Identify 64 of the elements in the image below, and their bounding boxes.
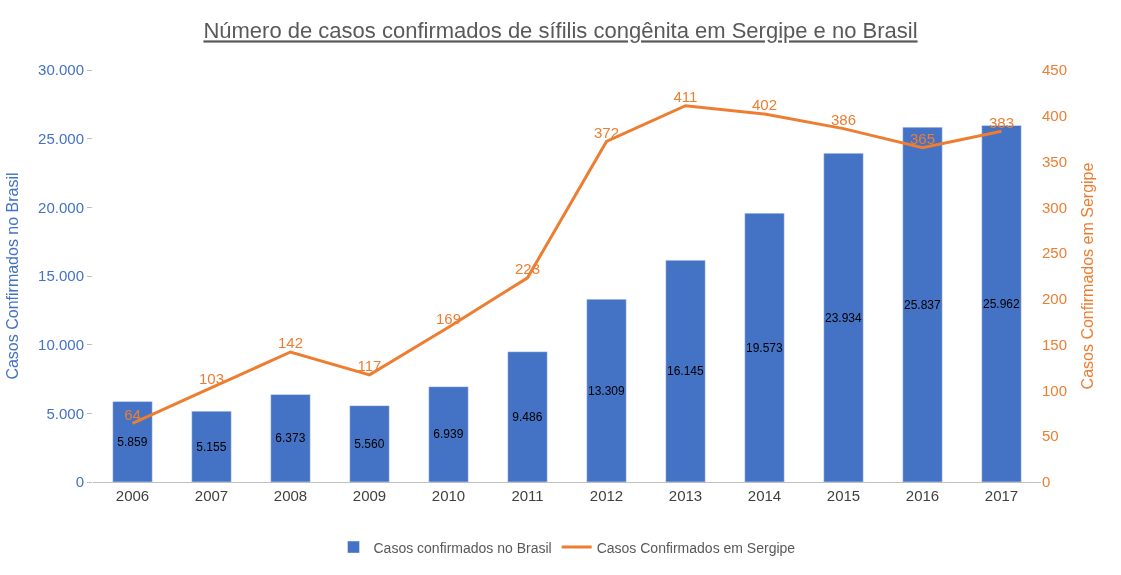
y2-axis-title: Casos Confirmados em Sergipe [1078, 162, 1096, 390]
x-tick-label: 2016 [905, 487, 940, 504]
x-tick-label: 2010 [431, 487, 466, 504]
y-tick-label: 10.000 [38, 335, 84, 353]
bar [744, 212, 785, 482]
y2-tick-label: 50 [1042, 427, 1059, 445]
y2-tick-label: 0 [1042, 473, 1051, 491]
data-label: 5.560 [354, 436, 385, 451]
x-tick-label: 2017 [984, 487, 1019, 504]
data-label: 365 [909, 130, 936, 148]
data-label: 402 [751, 96, 778, 114]
x-tick-label: 2008 [273, 487, 308, 504]
x-tick-label: 2013 [668, 487, 703, 504]
x-tick-label: 2012 [589, 487, 624, 504]
x-tick-label: 2006 [115, 487, 150, 504]
y2-tick-label: 350 [1042, 152, 1068, 170]
bar [902, 126, 943, 482]
y2-tick-label: 200 [1042, 290, 1068, 308]
data-label: 6.939 [433, 427, 464, 442]
data-label: 9.486 [512, 409, 543, 424]
y2-tick-label: 150 [1042, 335, 1068, 353]
data-label: 142 [277, 334, 304, 352]
x-tick-label: 2011 [511, 487, 544, 504]
data-label: 117 [357, 357, 382, 375]
bar [191, 410, 232, 482]
y-tick-label: 30.000 [38, 61, 84, 79]
bar [823, 153, 864, 482]
bar [586, 298, 627, 482]
y-tick-label: 0 [75, 473, 84, 491]
bar [349, 405, 390, 482]
y-axis-title: Casos Confirmados no Brasil [4, 172, 22, 380]
data-label: 25.837 [903, 297, 942, 312]
x-tick-label: 2014 [747, 487, 782, 504]
chart-title: Número de casos confirmados de sífilis congênita em Sergipe e no Brasil [203, 18, 918, 44]
y-tick-label: 5.000 [46, 404, 84, 422]
bar [507, 351, 548, 482]
data-label: 5.859 [117, 434, 148, 449]
data-label: 19.573 [745, 340, 784, 355]
legend-label: Casos confirmados no Brasil [373, 539, 552, 556]
y2-tick-label: 450 [1042, 61, 1068, 79]
bar [270, 394, 311, 482]
x-tick-label: 2015 [826, 487, 861, 504]
y2-tick-label: 400 [1042, 107, 1068, 125]
bar [428, 386, 469, 482]
data-label: 6.373 [275, 431, 306, 446]
y-tick-label: 25.000 [38, 129, 84, 147]
x-tick-label: 2007 [194, 487, 229, 504]
y-tick-label: 15.000 [38, 267, 84, 285]
y-tick-label: 20.000 [38, 198, 84, 216]
data-label: 64 [124, 405, 141, 423]
data-label: 25.962 [982, 296, 1021, 311]
y2-tick-label: 300 [1042, 198, 1068, 216]
data-label: 411 [673, 87, 698, 105]
y2-tick-label: 250 [1042, 244, 1068, 262]
data-label: 23.934 [824, 310, 863, 325]
bar [112, 401, 153, 482]
legend-label: Casos Confirmados em Sergipe [596, 539, 796, 556]
data-label: 5.155 [196, 439, 227, 454]
x-tick-label: 2009 [352, 487, 387, 504]
y2-tick-label: 100 [1042, 381, 1068, 399]
data-label: 16.145 [666, 364, 705, 379]
bar [665, 260, 706, 482]
data-label: 386 [830, 110, 857, 128]
data-label: 13.309 [587, 383, 626, 398]
